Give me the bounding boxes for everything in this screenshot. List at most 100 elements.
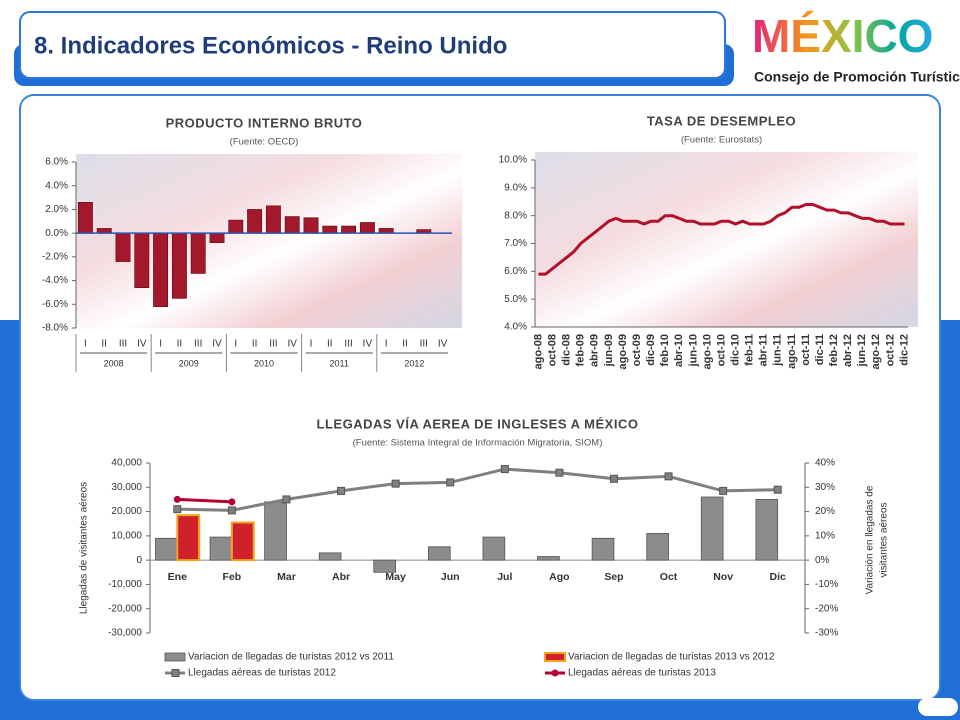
line-marker — [609, 474, 618, 483]
x-tick-label: jun-10 — [687, 334, 699, 367]
line-marker — [664, 472, 673, 481]
x-tick-label: IV — [212, 339, 222, 350]
header-box — [19, 11, 726, 79]
x-tick-label: feb-09 — [575, 334, 587, 366]
line — [177, 467, 778, 512]
y-tick-label: 9.0% — [504, 182, 527, 193]
pill — [918, 698, 958, 716]
x-tick-label: IV — [363, 339, 373, 350]
y-tick-label: 20% — [815, 506, 835, 517]
y-tick-label: 30,000 — [111, 482, 142, 493]
y-tick-label: 4.0% — [45, 180, 68, 191]
x-tick-label: IV — [137, 339, 147, 350]
legend-label: Llegadas aéreas de turistas 2012 — [188, 668, 336, 679]
line-marker — [500, 465, 509, 474]
x-tick-label: feb-12 — [828, 334, 840, 366]
bar — [755, 499, 779, 561]
group-label: 2010 — [254, 358, 274, 368]
logo-subtitle: Consejo de Promoción Turística — [754, 69, 960, 85]
x-tick-label: abr-09 — [589, 334, 601, 367]
legend-marker — [551, 669, 559, 677]
line — [538, 203, 905, 276]
x-tick-label: ago-09 — [617, 334, 629, 369]
group-label: 2009 — [179, 358, 199, 368]
chart-subtitle: (Fuente: OECD) — [230, 137, 299, 148]
bar — [209, 536, 233, 561]
logo: MÉXICO — [752, 10, 933, 62]
x-tick-label: ago-11 — [786, 334, 798, 369]
y-tick-label: 0 — [136, 555, 142, 566]
x-tick-label: ago-12 — [870, 334, 882, 369]
x-tick-label: oct-10 — [715, 334, 727, 366]
x-tick-label: Jul — [497, 571, 512, 583]
legend-marker — [171, 669, 180, 677]
chart-subtitle: (Fuente: Sistema Integral de Información… — [353, 438, 603, 449]
y-tick-label: 2.0% — [45, 204, 68, 215]
chart-title: PRODUCTO INTERNO BRUTO — [166, 115, 363, 130]
x-tick-label: dic-08 — [561, 334, 573, 366]
x-tick-label: II — [252, 339, 258, 350]
x-tick-label: IV — [438, 339, 448, 350]
page-title: 8. Indicadores Económicos - Reino Unido — [34, 32, 507, 59]
y2-axis-label: visitantes aéreos — [879, 502, 890, 577]
x-tick-label: feb-10 — [659, 334, 671, 366]
bar — [247, 209, 263, 234]
x-tick-label: Ago — [549, 571, 569, 583]
group-label: 2011 — [330, 358, 349, 368]
x-tick-label: dic-09 — [645, 334, 657, 366]
x-tick-label: dic-12 — [898, 334, 910, 366]
x-tick-label: I — [234, 339, 237, 350]
plot-background — [76, 154, 462, 328]
bar — [209, 232, 225, 243]
x-tick-label: abr-12 — [842, 334, 854, 367]
x-tick-label: II — [402, 339, 408, 350]
y-tick-label: -8.0% — [42, 323, 68, 334]
bar — [153, 232, 169, 307]
group-label: 2008 — [104, 358, 124, 368]
x-tick-label: abr-10 — [673, 334, 685, 367]
x-tick-label: dic-10 — [729, 334, 741, 366]
y-axis-label: Llegadas de visitantes aéreos — [79, 482, 90, 614]
x-tick-label: abr-11 — [758, 334, 770, 366]
y-tick-label: 5.0% — [504, 294, 527, 305]
x-tick-label: III — [344, 339, 352, 350]
line-marker — [719, 486, 728, 495]
y-tick-label: -30% — [815, 628, 838, 639]
y-tick-label: 40% — [815, 458, 835, 469]
x-tick-label: oct-08 — [547, 334, 559, 366]
bar — [171, 232, 187, 299]
x-tick-label: May — [385, 571, 406, 583]
bar — [155, 537, 178, 561]
x-tick-label: dic-11 — [814, 334, 826, 365]
y-tick-label: 4.0% — [504, 322, 527, 333]
x-tick-label: I — [310, 339, 313, 350]
group-label: 2012 — [404, 358, 424, 368]
x-tick-label: Ene — [168, 571, 187, 583]
y-tick-label: 7.0% — [504, 238, 527, 249]
bar — [284, 216, 300, 234]
x-tick-label: II — [327, 339, 333, 350]
x-tick-label: III — [420, 339, 428, 350]
bar — [264, 501, 287, 561]
bar — [318, 552, 342, 561]
x-tick-label: I — [385, 339, 388, 350]
bar — [591, 537, 615, 561]
bar — [646, 533, 669, 561]
bar — [190, 232, 206, 274]
line-marker — [391, 479, 400, 488]
x-tick-label: jun-12 — [856, 334, 868, 367]
x-tick-label: Sep — [604, 571, 623, 583]
line-marker — [228, 498, 236, 506]
x-tick-label: oct-09 — [631, 334, 643, 366]
bar — [176, 514, 201, 562]
legend-swatch — [544, 652, 566, 662]
y-tick-label: 8.0% — [504, 210, 527, 221]
bar — [700, 496, 724, 561]
chart-title: LLEGADAS VÍA AEREA DE INGLESES A MÉXICO — [317, 416, 639, 431]
line-marker — [227, 506, 236, 515]
bar — [230, 521, 255, 562]
x-tick-label: I — [84, 339, 87, 350]
x-tick-label: Feb — [223, 571, 242, 583]
x-tick-label: III — [194, 339, 202, 350]
line-marker — [555, 468, 564, 477]
